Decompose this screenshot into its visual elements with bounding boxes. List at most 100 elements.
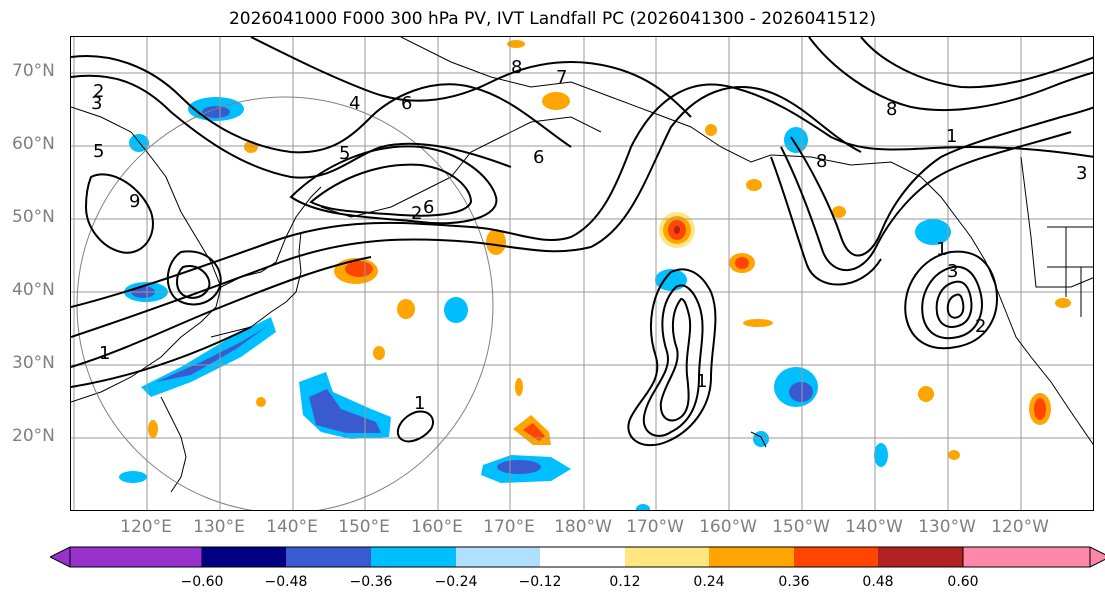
- pv-fill-pos-max: [674, 226, 680, 234]
- coastline-north-america: [770, 154, 1093, 445]
- contour-label: 3: [91, 93, 102, 114]
- colorbar-tick: 0.36: [778, 574, 810, 590]
- lon-label-180w: 180°W: [554, 517, 612, 537]
- colorbar: [50, 546, 1105, 568]
- pv-contour: [860, 37, 1093, 89]
- pv-fill-pos: [256, 397, 266, 407]
- pv-fill-pos-core: [735, 257, 749, 269]
- contour-label: 6: [401, 93, 412, 114]
- lon-label-130e: 130°E: [193, 517, 245, 537]
- pv-fill-pos-core: [345, 261, 373, 277]
- map-panel: 2 3 4 5 6 7 8 9 1 2 6 1 1 1 3 2 5 3 1 6 …: [70, 36, 1094, 511]
- pv-fill-pos: [397, 299, 415, 319]
- colorbar-bin: [456, 547, 540, 567]
- pv-contour-loop: [904, 250, 998, 350]
- pv-fill-neg: [129, 134, 149, 152]
- pv-contour: [71, 256, 372, 368]
- border-canada-us: [1020, 156, 1093, 288]
- contour-label: 6: [423, 197, 434, 218]
- lon-label-160e: 160°E: [411, 517, 463, 537]
- contour-label: 9: [129, 191, 140, 212]
- pv-fill-neg: [915, 219, 951, 245]
- colorbar-under-extension: [50, 546, 203, 568]
- pv-fill-pos: [1055, 298, 1071, 308]
- lon-label-120e: 120°E: [120, 517, 172, 537]
- contour-label: 1: [696, 371, 707, 392]
- pv-fill-pos: [148, 420, 158, 438]
- colorbar-bin: [202, 547, 286, 567]
- contour-label: 1: [946, 126, 957, 147]
- colorbar-bin: [625, 547, 709, 567]
- contour-label: 7: [556, 67, 567, 88]
- pv-contour: [309, 163, 473, 217]
- pv-contour: [808, 37, 1093, 112]
- pv-fill-pos: [948, 450, 960, 460]
- graticule: [71, 37, 1093, 510]
- colorbar-tick: 0.24: [693, 574, 725, 590]
- pv-fill-neg-core: [789, 382, 813, 402]
- pv-contour: [289, 145, 498, 225]
- colorbar-tick: −0.36: [349, 574, 393, 590]
- pv-contour: [71, 83, 1093, 308]
- pv-fill-pos: [515, 378, 523, 396]
- lon-label-170e: 170°E: [483, 517, 535, 537]
- contour-label: 8: [886, 99, 897, 120]
- pv-fill-pos: [832, 206, 846, 218]
- contour-label: 5: [339, 143, 350, 164]
- lat-label-60n: 60°N: [12, 134, 55, 154]
- contour-label: 5: [93, 141, 104, 162]
- coastline-kamchatka: [320, 116, 602, 218]
- lon-label-130w: 130°W: [918, 517, 976, 537]
- colorbar-tick: −0.12: [518, 574, 562, 590]
- map-canvas: 2 3 4 5 6 7 8 9 1 2 6 1 1 1 3 2 5 3 1 6 …: [71, 37, 1093, 510]
- pv-fill-neg: [444, 297, 468, 323]
- lon-label-150e: 150°E: [338, 517, 390, 537]
- pv-contour-loop: [627, 268, 717, 447]
- colorbar-bin: [709, 547, 794, 567]
- colorbar-tick: −0.24: [434, 574, 478, 590]
- contour-label: 2: [975, 316, 986, 337]
- colorbar-bin: [794, 547, 878, 567]
- colorbar-frame: [69, 546, 1091, 568]
- pv-fill-neg: [636, 504, 650, 510]
- contour-label: 1: [414, 393, 425, 414]
- colorbar-bin: [371, 547, 456, 567]
- pv-fill-pos: [705, 124, 717, 136]
- lat-label-20n: 20°N: [12, 426, 55, 446]
- lon-label-140w: 140°W: [845, 517, 903, 537]
- colorbar-tick: 0.12: [609, 574, 641, 590]
- pv-contour-loop: [921, 265, 983, 340]
- pv-fill-pos: [542, 92, 570, 110]
- region-circle: [76, 96, 494, 510]
- coastline-hawaii: [750, 431, 767, 448]
- pv-contour-loop: [659, 297, 692, 422]
- lon-label-140e: 140°E: [266, 517, 318, 537]
- lat-label-40n: 40°N: [12, 280, 55, 300]
- coastline-sakhalin: [220, 186, 322, 288]
- lon-label-170w: 170°W: [626, 517, 684, 537]
- coastline-beringia: [400, 37, 772, 163]
- pv-fill-neg: [119, 471, 147, 483]
- contour-label: 1: [99, 343, 110, 364]
- pv-fill-neg-core: [309, 389, 381, 433]
- colorbar-bin: [286, 547, 371, 567]
- pv-fill-pos: [373, 346, 385, 360]
- pv-fill-neg: [874, 443, 888, 467]
- coastline-philippines: [160, 396, 187, 493]
- pv-fill-neg: [784, 127, 808, 153]
- colorbar-tick: −0.60: [180, 574, 224, 590]
- colorbar-tick: 0.48: [862, 574, 894, 590]
- pv-contour-loop: [935, 280, 973, 328]
- contour-label: 8: [511, 57, 522, 78]
- contour-label: 4: [349, 93, 360, 114]
- pv-fill-pos-core: [1034, 398, 1046, 420]
- lat-label-70n: 70°N: [12, 61, 55, 81]
- pv-fill-neg-core: [497, 460, 541, 474]
- pv-fill-pos: [486, 229, 506, 255]
- map-title: 2026041000 F000 300 hPa PV, IVT Landfall…: [228, 9, 876, 29]
- pv-contour: [71, 74, 512, 179]
- colorbar-over-extension: [962, 546, 1105, 568]
- pv-contour-loop: [176, 265, 211, 299]
- pv-contour: [780, 131, 1072, 272]
- lon-label-120w: 120°W: [991, 517, 1049, 537]
